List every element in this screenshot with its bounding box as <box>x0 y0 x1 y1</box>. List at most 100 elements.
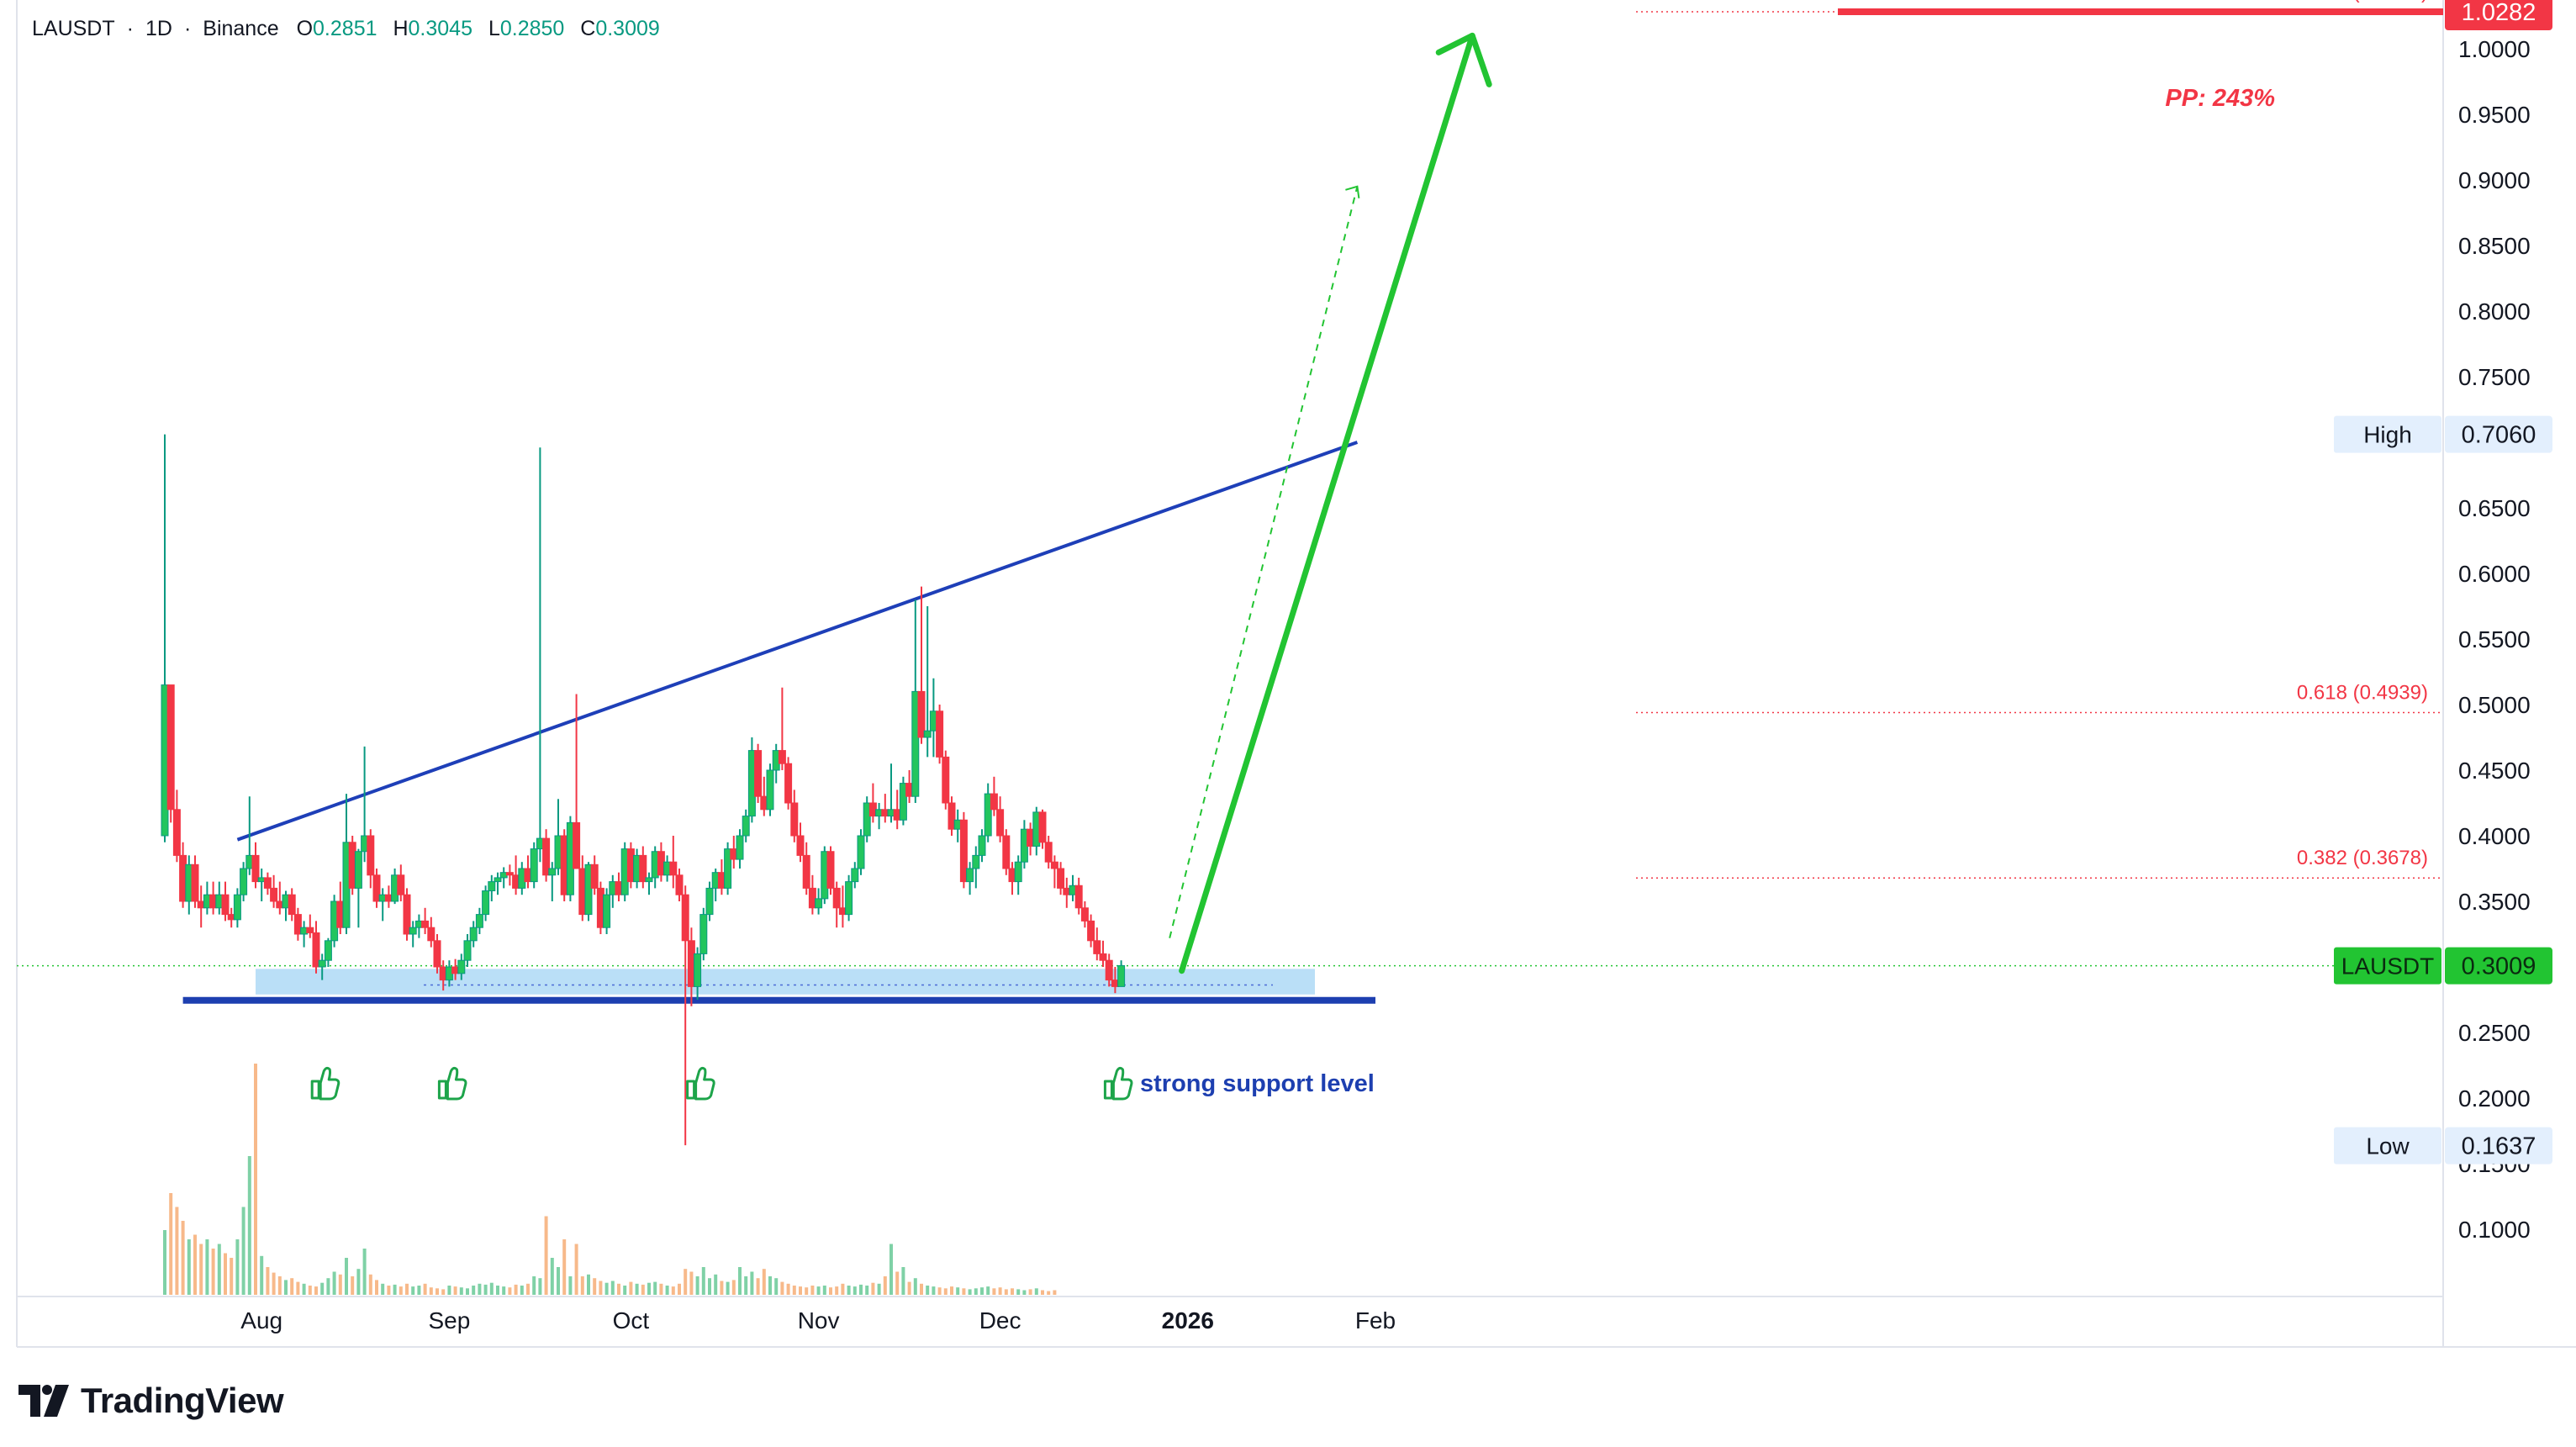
volume-bar <box>689 1271 694 1295</box>
candle-body <box>409 927 417 935</box>
volume-bar <box>810 1286 815 1295</box>
price-tick-label: 0.9000 <box>2458 167 2531 193</box>
volume-bar <box>932 1286 936 1295</box>
volume-bar <box>943 1288 948 1295</box>
candle-body <box>1057 868 1065 889</box>
volume-bar <box>913 1278 917 1295</box>
volume-bar <box>883 1276 887 1295</box>
projection-arrow[interactable] <box>1179 32 1475 974</box>
projection-arrowhead <box>1435 32 1492 87</box>
volume-bar <box>629 1281 633 1295</box>
price-tick-label: 0.2000 <box>2458 1085 2531 1112</box>
close-key: C <box>580 17 596 40</box>
volume-bar <box>526 1283 530 1295</box>
open-value: 0.2851 <box>313 17 377 40</box>
volume-bar <box>290 1278 294 1295</box>
volume-bar <box>399 1286 403 1295</box>
candle-body <box>766 769 774 811</box>
candle-body <box>851 868 859 883</box>
volume-bar <box>1028 1289 1032 1295</box>
fib-level-label: 0.618 (0.4939) <box>2297 682 2428 705</box>
candle-body <box>403 894 411 935</box>
price-tick-label: 0.4000 <box>2458 823 2531 849</box>
volume-bar <box>799 1286 802 1295</box>
time-tick-label: Aug <box>240 1307 282 1333</box>
volume-bar <box>230 1258 234 1295</box>
volume-bar <box>417 1286 421 1295</box>
volume-bar <box>514 1284 518 1295</box>
volume-bar <box>447 1286 451 1295</box>
volume-bar <box>998 1287 1002 1295</box>
ascending-trendline[interactable] <box>236 441 1359 842</box>
volume-bar <box>562 1239 567 1295</box>
volume-bar <box>647 1282 651 1295</box>
volume-bar <box>853 1286 857 1295</box>
volume-bar <box>260 1255 264 1295</box>
candle-body <box>699 914 708 954</box>
candle-body <box>736 835 744 860</box>
brand-name: TradingView <box>81 1381 284 1420</box>
volume-bar <box>356 1269 361 1295</box>
volume-bar <box>453 1286 457 1295</box>
candle-body <box>372 874 381 902</box>
candle-body <box>488 881 496 892</box>
volume-bar <box>871 1282 875 1295</box>
volume-bar <box>538 1278 542 1295</box>
low-price-badge: 0.1637 <box>2445 1127 2552 1164</box>
volume-bar <box>678 1283 681 1295</box>
candle-body <box>972 854 980 869</box>
volume-bar <box>314 1286 318 1295</box>
low-tag: Low <box>2334 1127 2441 1164</box>
candle-body <box>923 730 932 738</box>
volume-bar <box>980 1287 984 1295</box>
candle-body <box>318 959 326 968</box>
candle-body <box>857 835 865 869</box>
volume-bar <box>665 1286 669 1295</box>
volume-bar <box>604 1282 609 1295</box>
volume-bar <box>926 1286 930 1295</box>
volume-bar <box>684 1269 688 1295</box>
volume-bar <box>744 1276 748 1295</box>
candle-body <box>1087 920 1095 942</box>
low-tag-bg <box>2334 1127 2441 1164</box>
low-price-badge-value: 0.1637 <box>2462 1133 2536 1160</box>
candle-body <box>166 684 175 811</box>
current-price-badge: 0.3009 <box>2445 947 2552 985</box>
tradingview-branding[interactable]: TradingView <box>18 1377 284 1424</box>
candle-body <box>645 877 653 883</box>
candle-body <box>312 932 320 968</box>
candle-body <box>251 854 260 883</box>
candle-body <box>705 887 714 916</box>
candle-body <box>724 848 732 889</box>
volume-bar <box>937 1287 942 1295</box>
candle-body <box>966 868 974 883</box>
volume-bar <box>381 1283 385 1295</box>
volume-bar <box>1011 1288 1014 1295</box>
volume-bar <box>653 1281 657 1295</box>
volume-bar <box>520 1286 524 1295</box>
low-value: 0.2850 <box>499 17 565 40</box>
high-price-badge-value: 0.7060 <box>2462 422 2536 449</box>
candle-body <box>808 887 816 909</box>
volume-bar <box>193 1234 197 1295</box>
price-tick-label: 1.0000 <box>2458 36 2531 62</box>
symbol-name[interactable]: LAUSDT <box>32 17 115 40</box>
candle-body <box>306 927 314 933</box>
volume-bar <box>296 1281 300 1295</box>
volume-bar <box>635 1283 639 1295</box>
low-tag-label: Low <box>2366 1133 2410 1159</box>
candle-body <box>815 898 823 909</box>
symbol-tag-bg <box>2334 947 2441 985</box>
current-price-badge-value: 0.3009 <box>2462 953 2536 980</box>
volume-bar <box>835 1286 839 1295</box>
volume-bar <box>466 1288 469 1295</box>
volume-bar <box>962 1288 966 1295</box>
volume-bar <box>235 1239 240 1295</box>
time-tick-label: 2026 <box>1162 1307 1214 1333</box>
volume-bar <box>187 1239 191 1295</box>
candle-body <box>694 953 702 987</box>
interval-label[interactable]: 1D <box>145 17 172 40</box>
fib-level-label: 0.382 (0.3678) <box>2297 847 2428 869</box>
volume-bar <box>768 1276 772 1295</box>
